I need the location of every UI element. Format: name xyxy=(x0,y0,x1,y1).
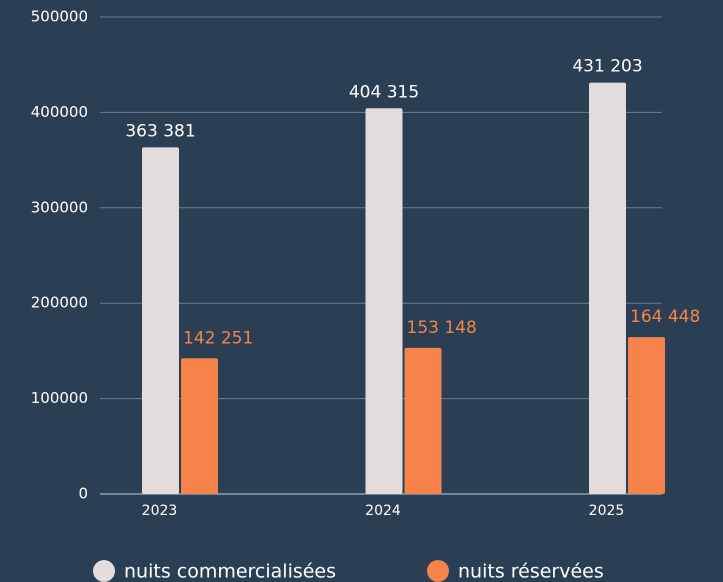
value-label: 164 448 xyxy=(630,307,700,327)
y-tick-label: 0 xyxy=(78,485,88,503)
value-label: 153 148 xyxy=(407,318,477,338)
legend-label: nuits réservées xyxy=(458,561,604,582)
legend-swatch xyxy=(427,560,449,582)
bar xyxy=(181,358,218,494)
bar xyxy=(365,108,403,494)
y-tick-label: 500000 xyxy=(31,8,88,26)
value-label: 431 203 xyxy=(572,57,642,77)
y-tick-label: 400000 xyxy=(31,103,88,121)
legend-swatch xyxy=(93,560,115,582)
x-tick-label: 2024 xyxy=(365,503,401,519)
bar xyxy=(404,347,442,494)
bar xyxy=(142,147,179,494)
value-label: 142 251 xyxy=(183,328,253,348)
bar xyxy=(628,337,665,494)
y-tick-label: 300000 xyxy=(31,198,88,216)
value-label: 363 381 xyxy=(125,121,195,141)
x-tick-label: 2023 xyxy=(142,503,178,519)
bar xyxy=(589,82,626,495)
value-label: 404 315 xyxy=(349,82,419,102)
y-tick-label: 200000 xyxy=(31,294,88,312)
y-tick-label: 100000 xyxy=(31,389,88,407)
legend-label: nuits commercialisées xyxy=(124,561,336,582)
x-tick-label: 2025 xyxy=(589,503,625,519)
